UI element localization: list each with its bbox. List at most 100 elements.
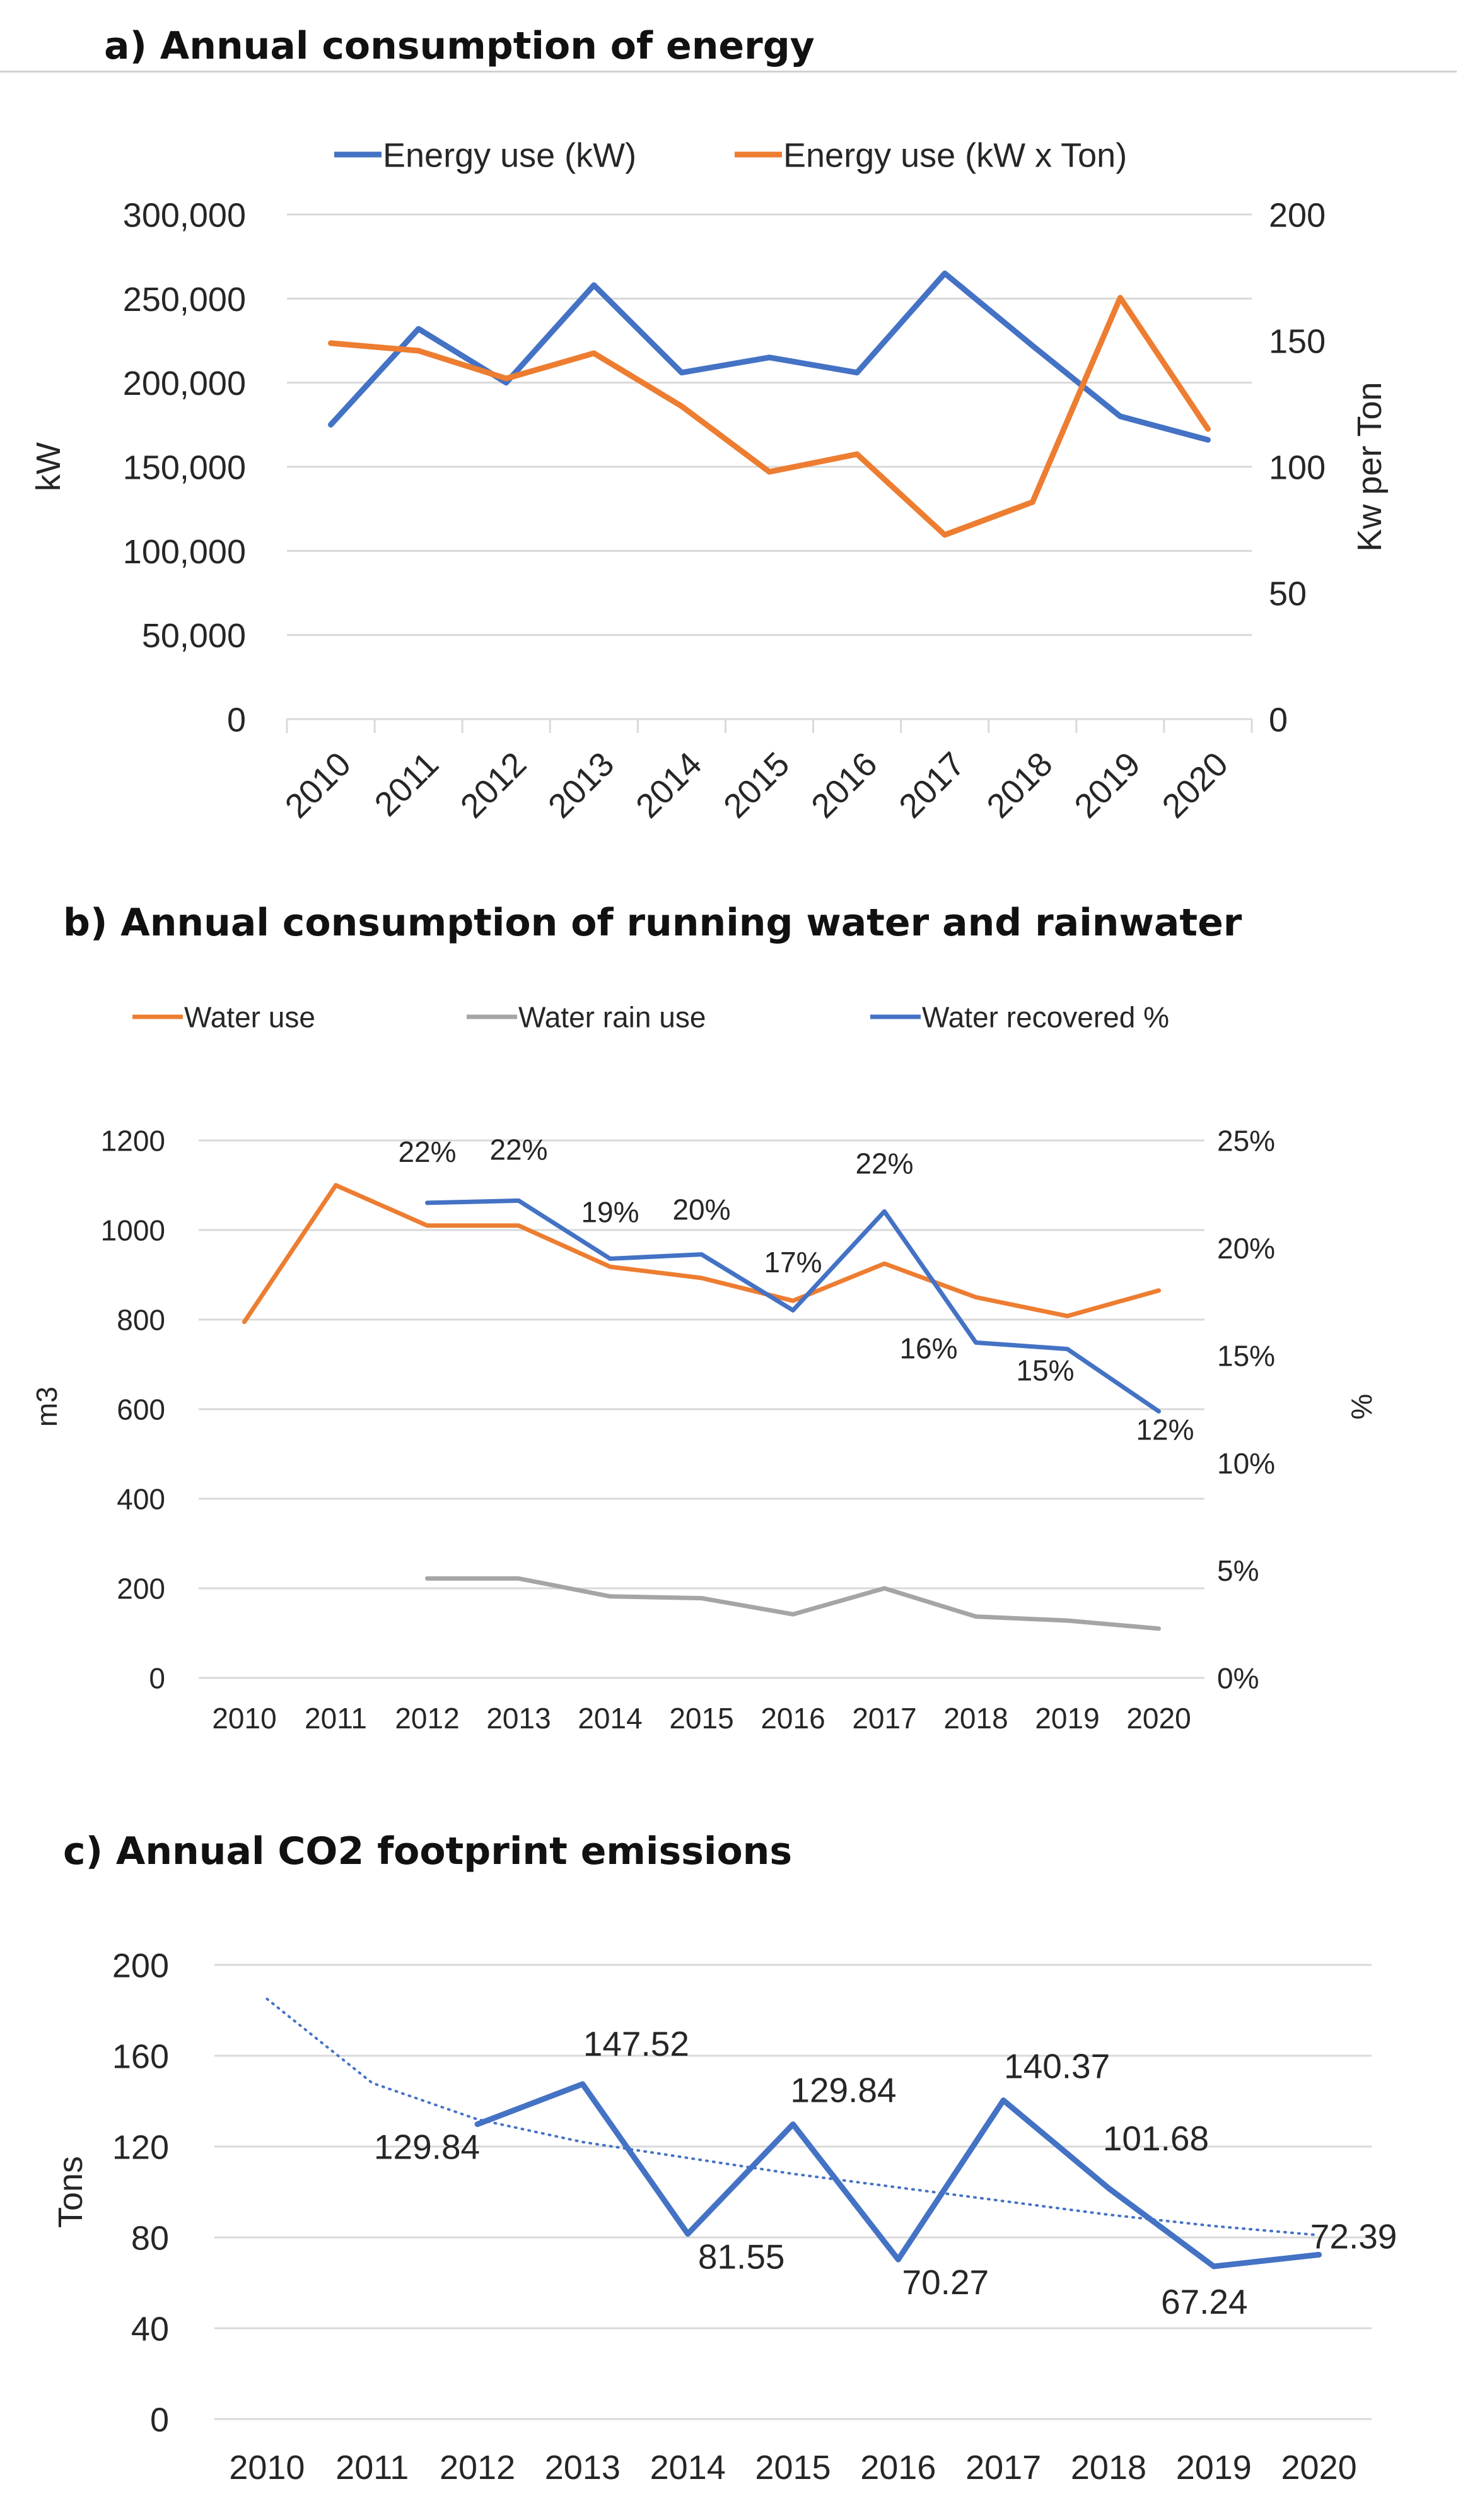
chart-a-y-tick-label: 0	[227, 701, 246, 739]
chart-b-x-tick-label: 2016	[761, 1702, 825, 1735]
chart-a-y2-tick-label: 200	[1269, 196, 1326, 234]
chart-c-x-tick-label: 2018	[1071, 2449, 1146, 2487]
chart-a-y-axis-title: kW	[30, 442, 67, 491]
chart-c-data-label: 72.39	[1310, 2217, 1397, 2256]
chart-b-x-tick-label: 2014	[578, 1702, 642, 1735]
chart-c-data-label: 70.27	[902, 2263, 989, 2302]
chart-b-x-tick-label: 2015	[669, 1702, 733, 1735]
chart-a-x-tick-label: 2018	[979, 745, 1059, 825]
chart-b-y2-tick-label: 10%	[1217, 1447, 1275, 1480]
chart-a-legend-label: Energy use (kW x Ton)	[783, 136, 1127, 174]
chart-c-x-tick-label: 2014	[650, 2449, 726, 2487]
chart-b-data-label: 15%	[1016, 1354, 1074, 1387]
chart-c-y-axis-title: Tons	[52, 2156, 90, 2228]
chart-b-y-tick-label: 400	[117, 1483, 165, 1516]
chart-c-data-label: 81.55	[698, 2237, 785, 2276]
chart-c-x-tick-label: 2013	[545, 2449, 621, 2487]
chart-c-x-tick-label: 2012	[440, 2449, 515, 2487]
chart-b-y2-tick-label: 5%	[1217, 1554, 1259, 1587]
chart-a-y2-tick-label: 150	[1269, 322, 1326, 360]
chart-c-data-label: 101.68	[1103, 2119, 1209, 2158]
chart-a-y-tick-label: 300,000	[123, 196, 246, 234]
chart-c-series-line	[474, 2081, 1322, 2270]
chart-c-x-tick-label: 2011	[335, 2449, 409, 2487]
chart-b-x-tick-label: 2010	[212, 1702, 276, 1735]
chart-c-data-label: 67.24	[1161, 2282, 1248, 2321]
chart-b-data-label: 19%	[581, 1195, 639, 1228]
chart-a-x-tick-label: 2020	[1155, 745, 1235, 825]
chart-a-x-tick-label: 2019	[1067, 745, 1147, 825]
chart-a-y2-tick-label: 0	[1269, 701, 1288, 739]
chart-b-y-tick-label: 600	[117, 1393, 165, 1426]
chart-b-y2-tick-label: 25%	[1217, 1125, 1275, 1157]
chart-a-y-tick-label: 200,000	[123, 365, 246, 402]
chart-c-x-tick-label: 2015	[755, 2449, 831, 2487]
chart-b-x-tick-label: 2018	[943, 1702, 1008, 1735]
chart-a-y-tick-label: 50,000	[142, 617, 246, 655]
chart-b-y-axis-title: m3	[30, 1386, 63, 1427]
chart-b-legend-label: Water recovered %	[922, 1001, 1169, 1034]
chart-b-y2-tick-label: 15%	[1217, 1339, 1275, 1372]
chart-b-x-tick-label: 2020	[1126, 1702, 1191, 1735]
chart-a-x-tick-label: 2016	[804, 745, 884, 825]
chart-b-legend-label: Water rain use	[518, 1001, 706, 1034]
chart-c-y-tick-label: 120	[112, 2128, 169, 2166]
chart-b-data-label: 22%	[855, 1147, 913, 1180]
chart-a-y2-tick-label: 50	[1269, 575, 1307, 612]
chart-b-x-tick-label: 2019	[1035, 1702, 1099, 1735]
top-divider	[0, 71, 1457, 73]
chart-b-y-tick-label: 1000	[101, 1214, 165, 1247]
chart-a-legend-label: Energy use (kW)	[383, 136, 636, 174]
chart-a-y-tick-label: 100,000	[123, 533, 246, 571]
chart-a-y-tick-label: 250,000	[123, 281, 246, 319]
chart-c-series-line	[265, 1998, 1321, 2237]
chart-b-x-tick-label: 2012	[395, 1702, 459, 1735]
chart-b-series-line	[425, 1198, 1161, 1414]
chart-b-y-tick-label: 0	[149, 1662, 165, 1695]
chart-b-data-label: 12%	[1136, 1413, 1194, 1446]
chart-c-y-tick-label: 200	[112, 1947, 169, 1984]
chart-b-y-tick-label: 800	[117, 1304, 165, 1337]
chart-b-y2-tick-label: 0%	[1217, 1662, 1259, 1695]
chart-a-x-tick-label: 2014	[629, 745, 709, 825]
chart-a-x-tick-label: 2015	[716, 745, 796, 825]
chart-b-title: b) Annual consumption of running water a…	[63, 901, 1242, 945]
chart-b-series-line	[242, 1183, 1161, 1325]
chart-c-y-tick-label: 0	[150, 2401, 169, 2439]
chart-c-x-tick-label: 2017	[965, 2449, 1041, 2487]
chart-b-x-tick-label: 2013	[486, 1702, 551, 1735]
chart-a-title: a) Annual consumption of energy	[104, 24, 815, 68]
chart-b-x-tick-label: 2011	[305, 1702, 367, 1735]
chart-a-y2-axis-title: Kw per Ton	[1351, 382, 1389, 551]
chart-c-x-tick-label: 2020	[1281, 2449, 1357, 2487]
chart-c-y-tick-label: 40	[131, 2310, 169, 2348]
chart-c-data-label: 147.52	[583, 2024, 689, 2063]
chart-b-y2-axis-title: %	[1345, 1394, 1378, 1420]
chart-a-x-tick-label: 2013	[541, 745, 621, 825]
chart-c-x-tick-label: 2019	[1176, 2449, 1252, 2487]
chart-b-data-label: 16%	[899, 1332, 957, 1364]
chart-a-x-tick-label: 2012	[453, 745, 533, 825]
chart-a-y2-tick-label: 100	[1269, 448, 1326, 486]
chart-a-x-tick-label: 2010	[278, 745, 358, 825]
chart-c-title: c) Annual CO2 footprint emissions	[63, 1829, 793, 1873]
chart-b-data-label: 17%	[764, 1246, 822, 1279]
chart-a-y-tick-label: 150,000	[123, 448, 246, 486]
chart-b-legend-label: Water use	[184, 1001, 315, 1034]
chart-c-data-label: 129.84	[790, 2071, 896, 2110]
chart-c-y-tick-label: 80	[131, 2219, 169, 2257]
chart-a-series-line	[328, 270, 1211, 443]
chart-a-x-tick-label: 2017	[892, 745, 972, 825]
chart-c-x-tick-label: 2016	[860, 2449, 936, 2487]
chart-b-data-label: 22%	[398, 1135, 456, 1168]
chart-b-y-tick-label: 200	[117, 1573, 165, 1605]
chart-a-x-tick-label: 2011	[368, 745, 446, 824]
chart-b-x-tick-label: 2017	[852, 1702, 916, 1735]
chart-c-data-label: 129.84	[374, 2128, 480, 2167]
chart-b-series-line	[425, 1576, 1161, 1631]
chart-b-data-label: 22%	[489, 1133, 547, 1166]
chart-b-data-label: 20%	[672, 1193, 730, 1226]
chart-c-y-tick-label: 160	[112, 2037, 169, 2075]
chart-c-data-label: 140.37	[1004, 2047, 1110, 2086]
